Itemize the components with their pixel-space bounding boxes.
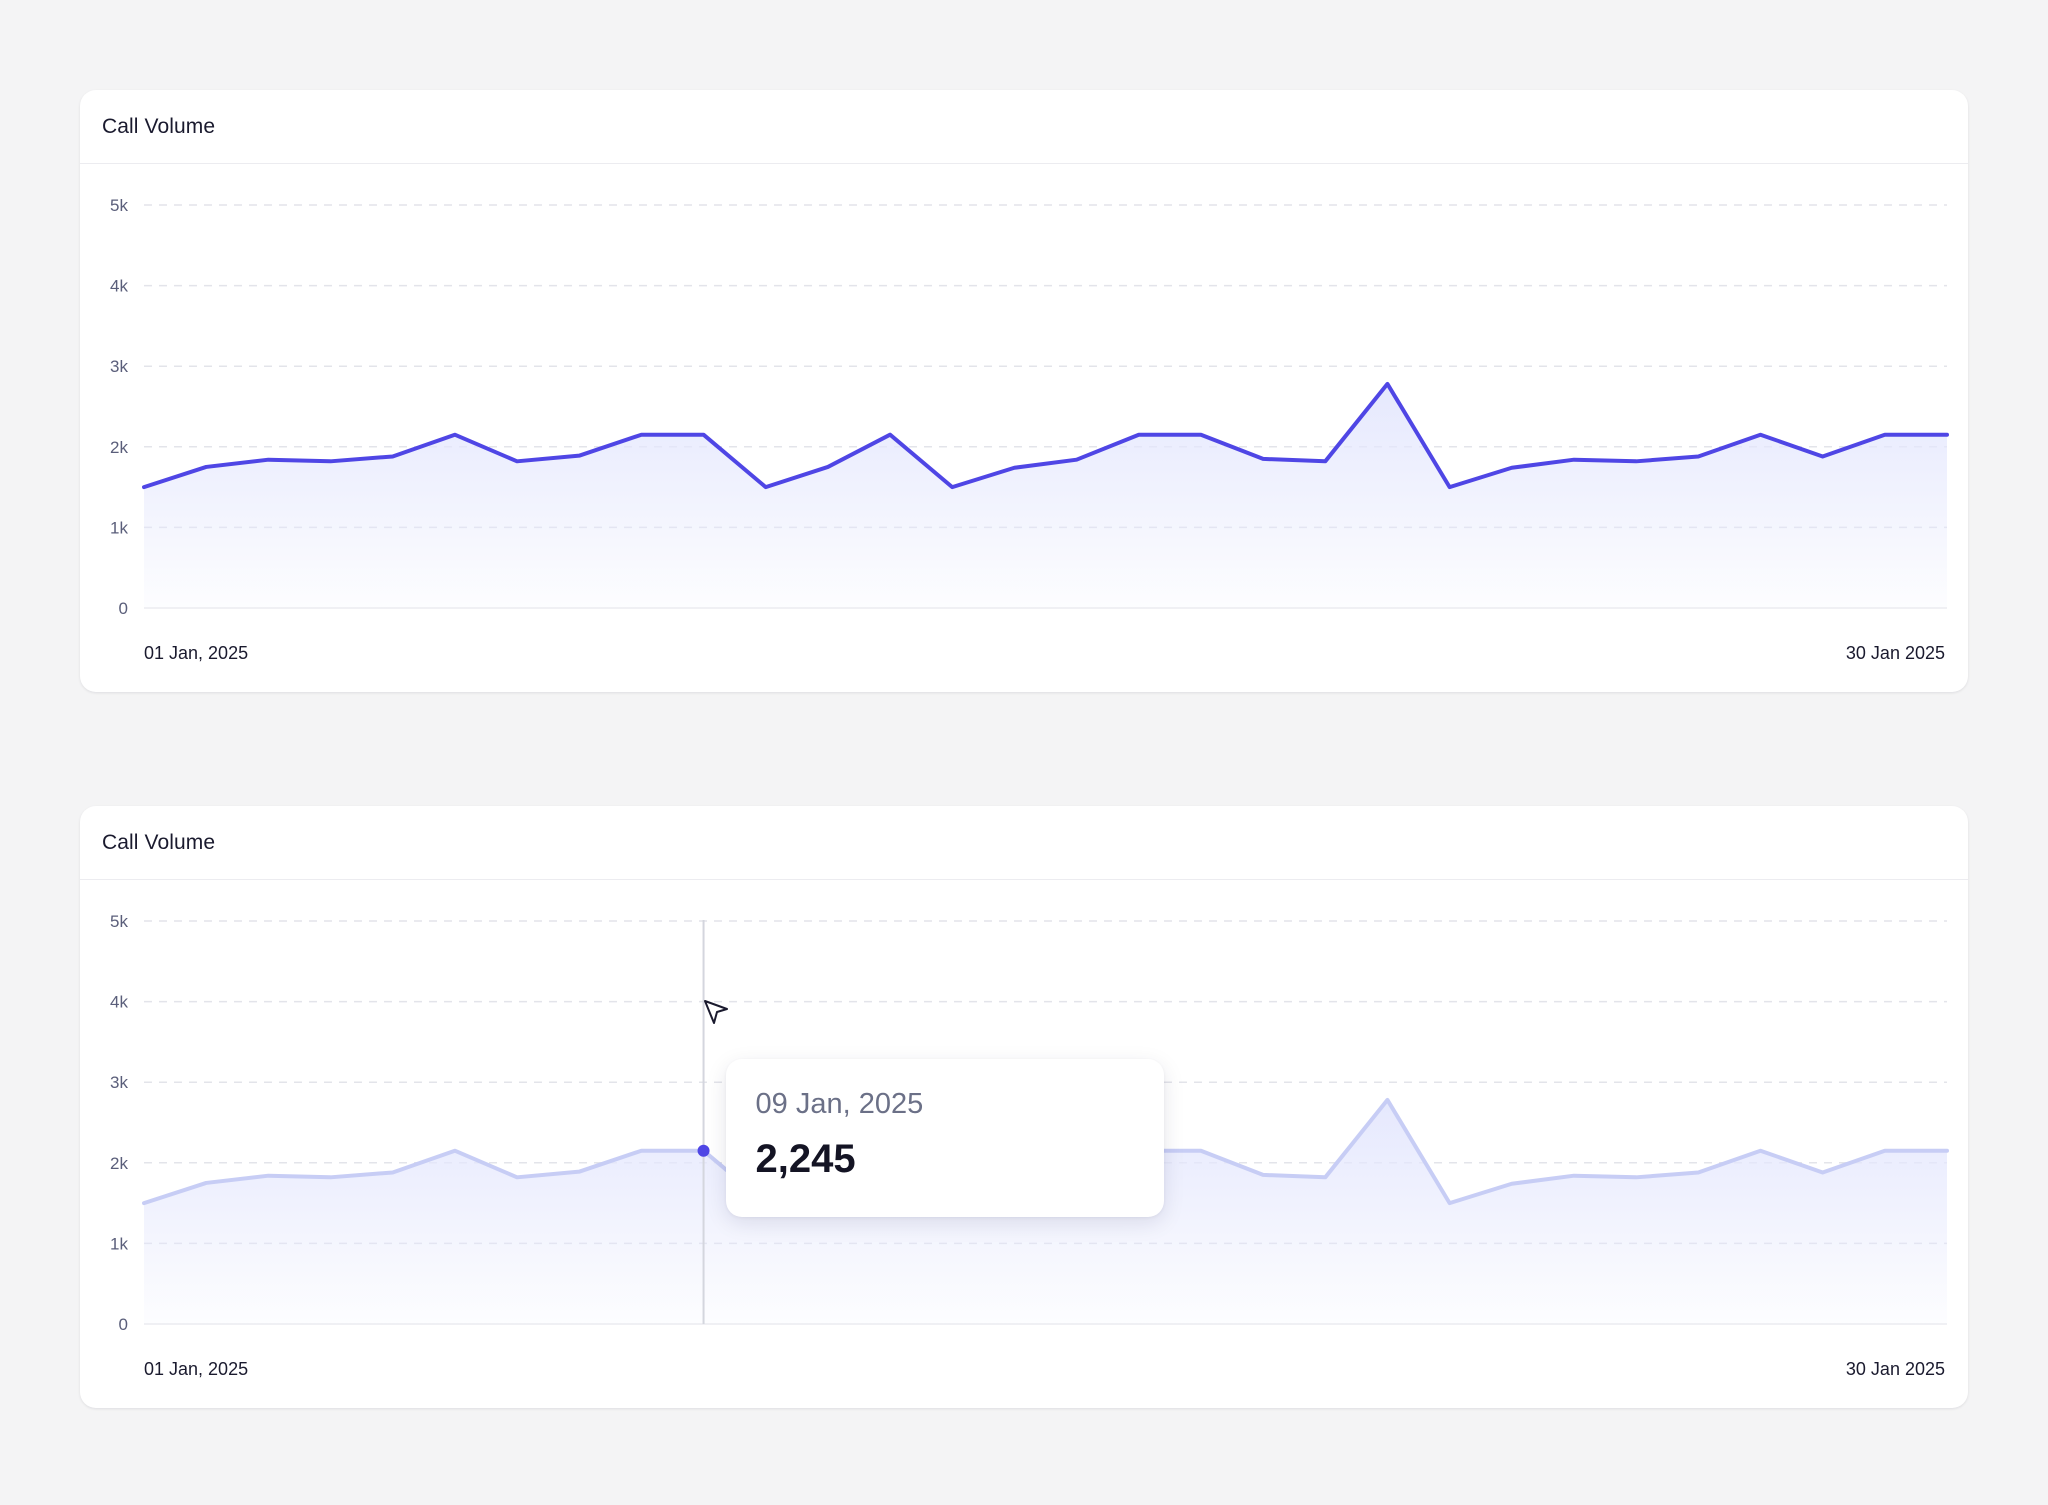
call-volume-card-hover: Call Volume 0 1k 2k 3k 4k 5k 01 Jan, 2025 30 Ja… xyxy=(80,806,1968,1408)
x-end-label: 30 Jan 2025 xyxy=(1846,1359,1945,1379)
y-tick-label: 0 xyxy=(119,1315,128,1334)
chart-tooltip: 09 Jan, 2025 2,245 xyxy=(725,1058,1164,1217)
y-tick-label: 4k xyxy=(110,993,128,1012)
card-header: Call Volume xyxy=(80,806,1968,880)
tooltip-value: 2,245 xyxy=(755,1136,856,1181)
hover-point[interactable] xyxy=(697,1144,710,1157)
y-tick-label: 3k xyxy=(110,357,128,376)
mouse-pointer-icon xyxy=(703,1000,728,1024)
call-volume-card: Call Volume 0 1k 2k 3k 4k 5k 01 Jan, 2025 30 Ja… xyxy=(80,90,1968,692)
x-start-label: 01 Jan, 2025 xyxy=(144,1359,248,1379)
call-volume-chart[interactable]: 0 1k 2k 3k 4k 5k 01 Jan, 2025 30 Jan 2025 xyxy=(80,90,1968,692)
y-tick-label: 1k xyxy=(110,518,128,537)
card-title: Call Volume xyxy=(102,114,216,138)
x-start-label: 01 Jan, 2025 xyxy=(144,643,248,663)
y-tick-label: 2k xyxy=(110,1154,128,1173)
area-fill xyxy=(144,383,1947,608)
tooltip-date: 09 Jan, 2025 xyxy=(755,1087,924,1120)
y-tick-label: 5k xyxy=(110,196,128,215)
y-tick-label: 1k xyxy=(110,1234,128,1253)
card-header: Call Volume xyxy=(80,90,1968,164)
y-tick-label: 3k xyxy=(110,1073,128,1092)
x-end-label: 30 Jan 2025 xyxy=(1846,643,1945,663)
y-tick-label: 5k xyxy=(110,912,128,931)
y-tick-label: 0 xyxy=(119,599,128,618)
y-tick-label: 2k xyxy=(110,438,128,457)
series-line xyxy=(142,381,1949,490)
y-tick-label: 4k xyxy=(110,277,128,296)
card-title: Call Volume xyxy=(102,830,216,854)
